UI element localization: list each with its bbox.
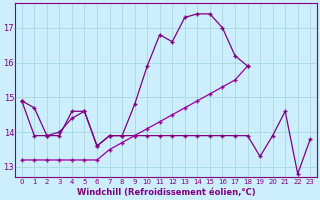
X-axis label: Windchill (Refroidissement éolien,°C): Windchill (Refroidissement éolien,°C) [77,188,255,197]
